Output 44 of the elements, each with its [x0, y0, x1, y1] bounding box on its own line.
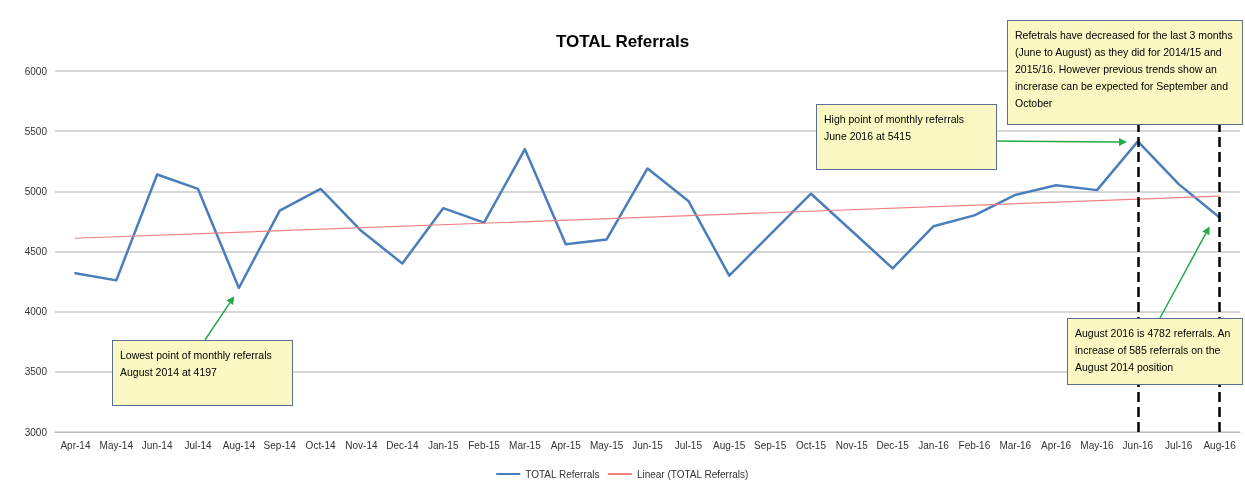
- y-tick-label: 5000: [24, 185, 48, 197]
- x-tick-label: Sep-14: [263, 439, 297, 451]
- callout-box: August 2016 is 4782 referrals. An increase of 585 referrals on the August 2014 position: [1067, 318, 1243, 385]
- x-tick-label: Jun-15: [632, 439, 664, 451]
- x-tick-label: May-15: [589, 439, 624, 451]
- x-tick-label: Jun-14: [141, 439, 173, 451]
- y-tick-label: 3000: [24, 426, 48, 438]
- x-tick-label: Dec-15: [876, 439, 910, 451]
- y-tick-label: 3500: [24, 366, 48, 378]
- y-tick-label: 5500: [24, 125, 48, 137]
- chart-title: TOTAL Referrals: [555, 32, 690, 51]
- x-tick-label: Apr-16: [1041, 439, 1072, 451]
- x-tick-label: Nov-15: [835, 439, 869, 451]
- x-tick-label: Apr-15: [550, 439, 582, 451]
- x-tick-label: Mar-15: [509, 439, 542, 451]
- x-tick-label: Jan-16: [918, 439, 950, 451]
- legend-label: Linear (TOTAL Referrals): [636, 468, 749, 480]
- line-series: [74, 140, 1221, 290]
- x-tick-label: Mar-16: [999, 439, 1032, 451]
- x-tick-label: May-14: [99, 439, 134, 451]
- legend-label: TOTAL Referrals: [525, 468, 600, 480]
- x-tick-label: Aug-15: [713, 439, 746, 451]
- x-tick-label: Oct-14: [305, 439, 337, 451]
- x-tick-label: Oct-15: [795, 439, 827, 451]
- x-tick-label: Sep-15: [753, 439, 787, 451]
- x-tick-label: Apr-14: [60, 439, 91, 451]
- x-tick-label: Feb-16: [958, 439, 991, 451]
- callout-box: Lowest point of monthly referrals August 2014 at 4197: [112, 340, 293, 406]
- callout-box: Refetrals have decreased for the last 3 months (June to August) as they did for 2014/15 and 2015/16. However previous trends show an increrase can be expected for September and October: [1007, 20, 1243, 125]
- x-tick-label: Nov-14: [345, 439, 379, 451]
- x-tick-label: Dec-14: [386, 439, 419, 451]
- x-tick-label: Jan-15: [427, 439, 459, 451]
- callout-box: High point of monthly referrals June 2016 at 5415: [816, 104, 997, 170]
- x-tick-label: Feb-15: [468, 439, 501, 451]
- x-tick-label: Jul-16: [1165, 439, 1193, 451]
- y-tick-label: 4500: [24, 246, 48, 257]
- x-tick-label: Aug-14: [222, 439, 256, 451]
- x-tick-label: Jul-14: [184, 439, 213, 451]
- x-tick-label: Jun-16: [1122, 439, 1154, 451]
- x-tick-label: May-16: [1080, 439, 1115, 451]
- x-tick-label: Aug-16: [1203, 439, 1237, 451]
- y-tick-label: 4000: [24, 306, 48, 318]
- y-tick-label: 6000: [24, 65, 48, 77]
- x-tick-label: Jul-15: [674, 439, 703, 451]
